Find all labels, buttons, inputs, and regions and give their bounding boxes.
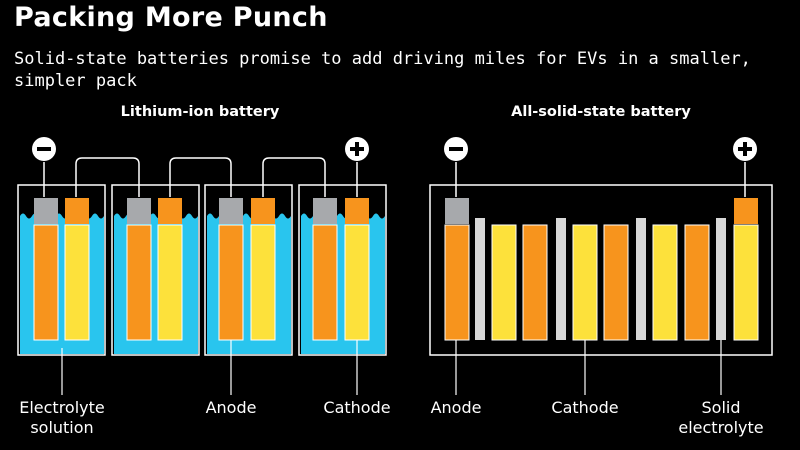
label-cathode: Cathode bbox=[323, 398, 390, 417]
cathode-terminal bbox=[734, 198, 758, 224]
cathode-layer bbox=[733, 224, 759, 341]
cathode-plate bbox=[64, 224, 90, 341]
anode-layer bbox=[684, 224, 710, 341]
cathode-terminal bbox=[251, 198, 275, 224]
anode-layer bbox=[444, 224, 470, 341]
page-subtitle: Solid-state batteries promise to add dri… bbox=[14, 49, 751, 91]
right-label-leaders bbox=[455, 340, 722, 395]
solid-electrolyte-layer bbox=[556, 218, 566, 340]
plus-circle-icon bbox=[733, 137, 757, 161]
cathode-plate bbox=[344, 224, 370, 341]
cathode-plate bbox=[250, 224, 276, 341]
label-solid-electrolyte-line2: electrolyte bbox=[678, 418, 763, 437]
solid-electrolyte-layer bbox=[716, 218, 726, 340]
label-electrolyte-line2: solution bbox=[30, 418, 93, 437]
anode-layer bbox=[603, 224, 629, 341]
anode-terminal bbox=[313, 198, 337, 224]
solid-electrolyte-layer bbox=[475, 218, 485, 340]
label-anode: Anode bbox=[206, 398, 257, 417]
anode-terminal bbox=[219, 198, 243, 224]
cell-connector-wires bbox=[75, 157, 326, 197]
li-ion-cell-3 bbox=[204, 184, 293, 356]
anode-plate bbox=[312, 224, 338, 341]
anode-layer bbox=[522, 224, 548, 341]
label-cathode: Cathode bbox=[551, 398, 618, 417]
lithium-ion-panel: Lithium-ion battery bbox=[17, 104, 391, 437]
anode-plate bbox=[126, 224, 152, 341]
solid-state-casing bbox=[429, 184, 773, 356]
anode-plate bbox=[218, 224, 244, 341]
cathode-layer bbox=[572, 224, 598, 341]
anode-terminal bbox=[445, 198, 469, 224]
electrolyte-solution bbox=[20, 213, 104, 354]
li-ion-cell-4 bbox=[298, 184, 387, 356]
label-solid-electrolyte-line1: Solid bbox=[702, 398, 741, 417]
label-anode: Anode bbox=[431, 398, 482, 417]
anode-plate bbox=[33, 224, 59, 341]
solid-state-heading: All-solid-state battery bbox=[511, 104, 691, 120]
anode-terminal bbox=[127, 198, 151, 224]
label-electrolyte-line1: Electrolyte bbox=[19, 398, 105, 417]
plus-circle-icon bbox=[345, 137, 369, 161]
cathode-layer bbox=[491, 224, 517, 341]
cathode-terminal bbox=[65, 198, 89, 224]
solid-state-panel: All-solid-state battery bbox=[429, 104, 773, 437]
li-ion-cell-1 bbox=[17, 184, 106, 356]
left-label-leaders bbox=[61, 340, 358, 395]
cathode-terminal bbox=[158, 198, 182, 224]
anode-terminal bbox=[34, 198, 58, 224]
solid-electrolyte-layer bbox=[636, 218, 646, 340]
li-ion-cell-2 bbox=[111, 184, 200, 356]
minus-circle-icon bbox=[32, 137, 56, 161]
cathode-layer bbox=[652, 224, 678, 341]
cathode-terminal bbox=[345, 198, 369, 224]
page-title: Packing More Punch bbox=[14, 2, 328, 33]
lithium-ion-heading: Lithium-ion battery bbox=[121, 104, 280, 120]
cathode-plate bbox=[157, 224, 183, 341]
minus-circle-icon bbox=[444, 137, 468, 161]
